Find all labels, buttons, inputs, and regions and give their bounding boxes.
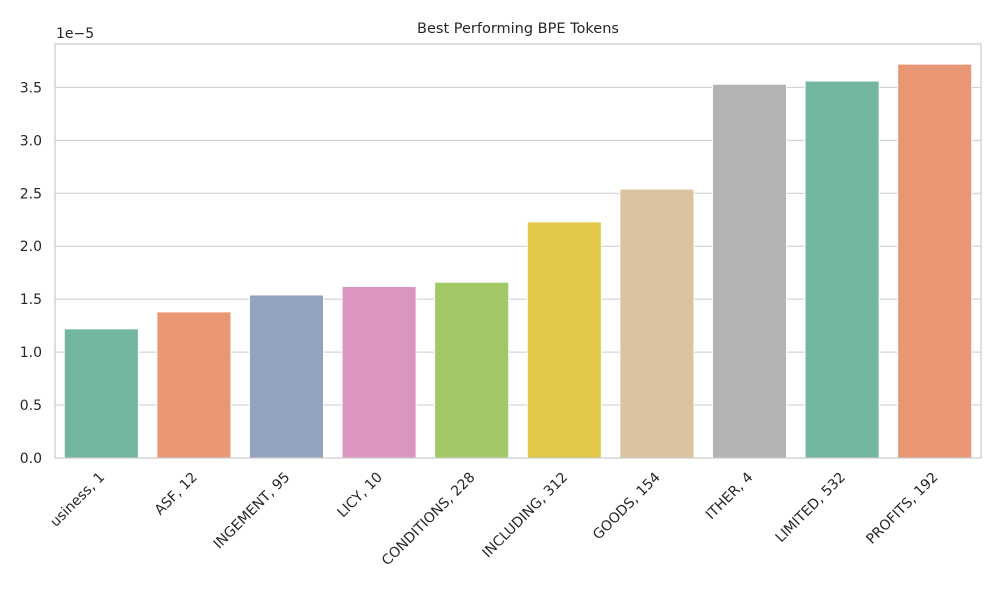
x-tick-label: LICY, 10 [334,470,385,521]
bar [897,63,973,459]
axes [54,43,982,459]
y-tick-label: 0.5 [20,398,42,414]
x-tick-label: CONDITIONS, 228 [379,470,479,570]
bar [711,83,788,459]
y-tick-label: 2.0 [20,239,42,255]
bars [63,63,973,459]
bar [619,188,695,459]
x-tick-label: ITHER, 4 [703,469,757,523]
bar [526,221,602,459]
bar [248,294,325,459]
chart-title: Best Performing BPE Tokens [417,21,619,37]
plot-frame [54,43,982,459]
y-tick-label: 3.0 [20,133,42,149]
bar [63,328,139,459]
x-tick-label: usiness, 1 [47,470,108,531]
y-axis-offset-label: 1e−5 [56,26,94,42]
bar [341,285,417,459]
bar [156,311,232,459]
x-tick-label: GOODS, 154 [590,469,664,543]
x-tick-label: PROFITS, 192 [863,470,941,548]
x-tick-label: INGEMENT, 95 [211,470,294,553]
y-tick-label: 2.5 [20,186,42,202]
bar [434,281,510,459]
y-tick-label: 3.5 [20,80,42,96]
y-tick-label: 1.5 [20,292,42,308]
bar [804,80,880,459]
y-tick-label: 0.0 [20,451,42,467]
y-tick-label: 1.0 [20,345,42,361]
x-tick-label: LIMITED, 532 [773,470,849,546]
x-tick-label: INCLUDING, 312 [479,470,571,562]
x-tick-label: ASF, 12 [152,470,201,519]
